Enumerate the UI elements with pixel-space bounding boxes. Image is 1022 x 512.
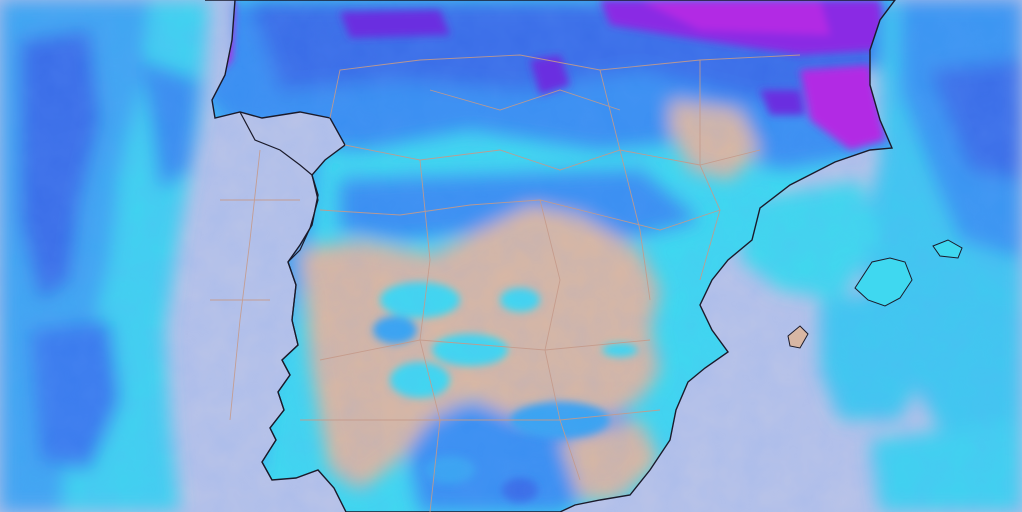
portugal-spain-border: [239, 111, 319, 481]
menorca: [932, 239, 963, 259]
ibiza: [787, 325, 809, 349]
balearic-islands: [787, 239, 963, 349]
mallorca: [854, 257, 913, 307]
regional-borders: [210, 54, 801, 512]
